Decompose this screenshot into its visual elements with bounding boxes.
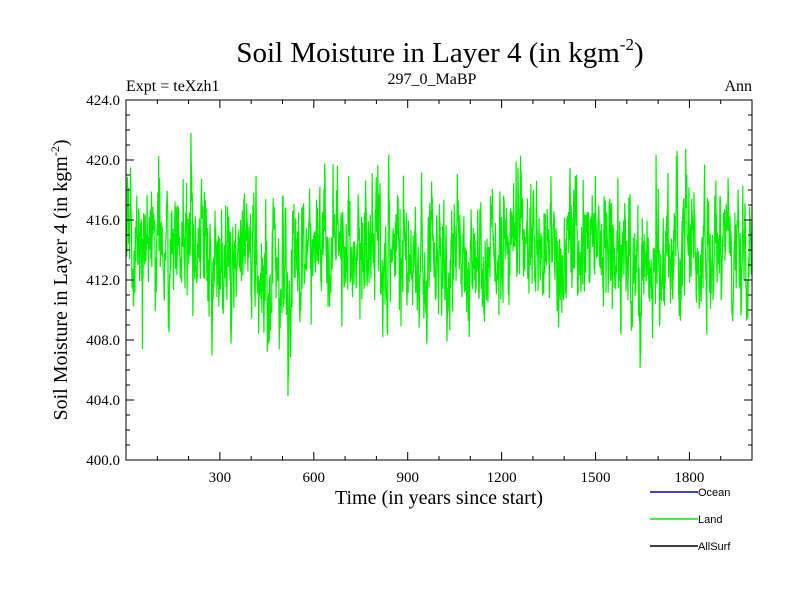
y-tick-label: 412.0 [86,273,120,289]
ticks-group: 400.0 404.0 408.0 412.0 416.0 420.0 424.0 300 60… [86,93,753,486]
y-axis-label-superscript: -2 [48,146,62,156]
legend-label-ocean: Ocean [698,487,730,499]
y-tick-label: 420.0 [86,153,120,169]
x-tick-label: 1800 [674,470,704,486]
legend-item-land: Land [650,514,722,526]
x-tick-label: 600 [303,470,326,486]
series-line-land [125,132,753,397]
legend: Ocean Land AllSurf [650,487,731,553]
x-tick-label: 1500 [581,470,611,486]
y-tick-label: 400.0 [86,453,120,469]
y-tick-label: 408.0 [86,333,120,349]
x-tick-label: 300 [209,470,232,486]
series-group [125,132,753,397]
legend-label-land: Land [698,514,722,526]
y-tick-label: 416.0 [86,213,120,229]
chart-title-superscript: -2 [620,35,634,54]
y-tick-label: 424.0 [86,93,120,109]
x-tick-label: 900 [396,470,419,486]
run-label: 297_0_MaBP [388,71,477,88]
y-axis-label-close: ) [50,139,72,146]
y-tick-label: 404.0 [86,393,120,409]
chart-title: Soil Moisture in Layer 4 (in kgm-2) [236,35,643,69]
experiment-label: Expt = teXzh1 [126,78,219,95]
y-axis-label: Soil Moisture in Layer 4 (in kgm-2) [48,139,72,420]
x-axis-label: Time (in years since start) [335,487,543,509]
legend-item-ocean: Ocean [650,487,730,499]
x-tick-label: 1200 [487,470,517,486]
plot-frame [125,99,753,461]
chart-title-close: ) [634,37,644,69]
legend-item-allsurf: AllSurf [650,541,731,553]
season-label: Ann [724,78,752,95]
legend-label-allsurf: AllSurf [698,541,731,553]
